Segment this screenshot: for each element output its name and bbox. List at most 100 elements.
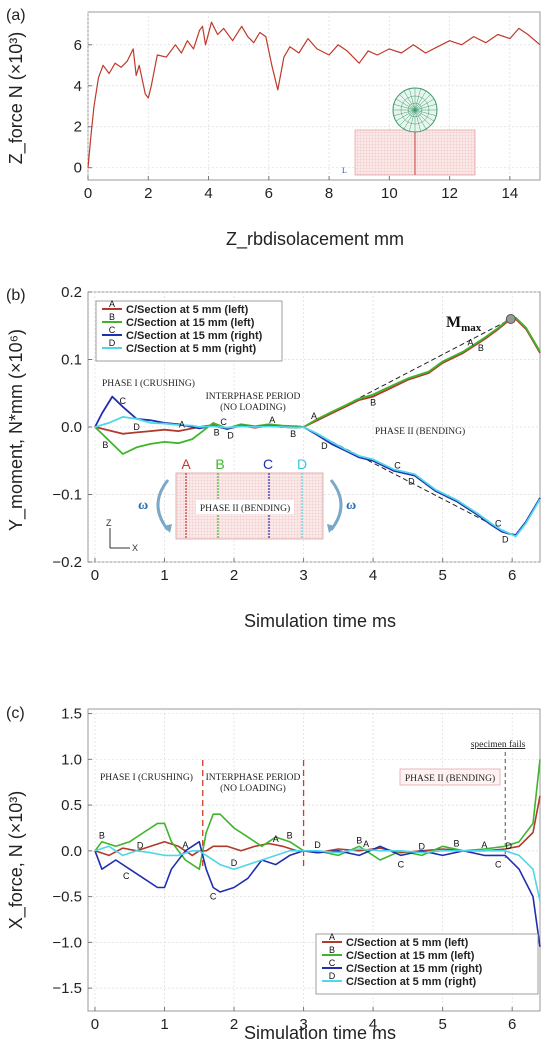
panel-b-phase2: PHASE II (BENDING) (375, 426, 465, 437)
series-marker-d: D (408, 476, 415, 486)
x-tick-label: 6 (508, 1016, 516, 1033)
panel-a-series (87, 21, 541, 168)
panel-b-legend: A C/Section at 5 mm (left) B C/Section at 1… (95, 299, 283, 362)
inset-phase-label: PHASE II (BENDING) (200, 503, 290, 514)
inset-letter-b: B (215, 456, 224, 472)
legend-label-a: C/Section at 5 mm (left) (346, 937, 469, 949)
legend-box (95, 300, 283, 362)
y-tick-label: −0.5 (52, 889, 82, 906)
panel-b: (b) 0 1 2 3 4 5 6 −0.2 −0.1 0.0 0.1 0.2 PHASE I (CR… (6, 284, 541, 631)
right-rotation-arrow-icon (329, 479, 343, 531)
series-marker-c: C (220, 417, 227, 427)
legend-label-c: C/Section at 15 mm (right) (346, 963, 483, 975)
x-tick-label: 6 (265, 185, 273, 202)
series-marker-b: B (290, 429, 296, 439)
series-marker-c: C (394, 461, 401, 471)
panel-a-inset-mesh: L (342, 87, 476, 176)
omega-left: ω (138, 498, 148, 513)
series-line-a (87, 21, 541, 168)
legend-letter-b: B (329, 945, 335, 955)
svg-text:L: L (342, 166, 347, 175)
series-marker-a: A (269, 415, 275, 425)
legend-letter-a: A (329, 932, 335, 942)
y-tick-label: −1.0 (52, 934, 82, 951)
series-marker-a: A (481, 840, 487, 850)
panel-c: (c) 0 1 2 3 4 5 6 −1.5 −1.0 −0.5 0.0 0.5 1.0 1.5 PHAS… (6, 705, 541, 1043)
y-tick-label: 0.2 (61, 284, 82, 301)
y-tick-label: 0.0 (61, 419, 82, 436)
x-tick-label: 3 (299, 567, 307, 584)
panel-c-frame (87, 708, 541, 1012)
panel-b-ylabel: Y_moment, N*mm (×10⁶) (6, 329, 27, 531)
panel-b-xlabel: Simulation time ms (244, 611, 396, 631)
series-line-c (94, 840, 541, 948)
legend-letter-d: D (329, 971, 336, 981)
upper-trend-line (303, 318, 512, 428)
panel-b-dashed-trends (303, 318, 513, 536)
legend-letter-c: C (109, 325, 116, 335)
x-tick-label: 14 (502, 185, 519, 202)
panel-b-mmax-label: Mmax (446, 314, 482, 334)
x-tick-label: 5 (438, 1016, 446, 1033)
panel-c-series (94, 759, 541, 948)
triad-z-label: Z (106, 518, 112, 528)
panel-b-phase1: PHASE I (CRUSHING) (102, 378, 195, 389)
series-marker-b: B (454, 838, 460, 848)
series-marker-a: A (467, 337, 473, 347)
series-marker-c: C (398, 859, 405, 869)
legend-letter-d: D (109, 338, 116, 348)
panel-b-series (94, 316, 541, 538)
series-marker-d: D (137, 840, 144, 850)
series-marker-c: C (123, 871, 130, 881)
panel-b-inset-beam: PHASE II (BENDING) A B C D ω ω Z X (106, 456, 356, 553)
y-tick-label: 6 (74, 37, 82, 54)
lower-trend-line (303, 426, 513, 536)
omega-right: ω (346, 498, 356, 513)
legend-letter-b: B (109, 312, 115, 322)
panel-c-interphase: INTERPHASE PERIOD (206, 773, 301, 783)
series-marker-b: B (214, 427, 220, 437)
y-tick-label: 0.0 (61, 843, 82, 860)
panel-c-xlabel: Simulation time ms (244, 1023, 396, 1043)
mmax-point (505, 314, 516, 324)
panel-b-noloading: (NO LOADING) (220, 402, 286, 413)
series-marker-b: B (478, 343, 484, 353)
x-tick-label: 0 (91, 1016, 99, 1033)
x-tick-label: 10 (381, 185, 398, 202)
panel-c-ticks: 0 1 2 3 4 5 6 −1.5 −1.0 −0.5 0.0 0.5 1.0 1.5 (52, 706, 516, 1033)
series-marker-a: A (363, 839, 369, 849)
series-marker-d: D (419, 842, 426, 852)
legend-label-d: C/Section at 5 mm (right) (126, 343, 257, 355)
x-tick-label: 4 (204, 185, 212, 202)
x-tick-label: 4 (369, 567, 377, 584)
x-tick-label: 4 (369, 1016, 377, 1033)
series-marker-a: A (179, 419, 185, 429)
x-tick-label: 0 (84, 185, 92, 202)
panel-b-interphase: INTERPHASE PERIOD (206, 392, 301, 402)
series-marker-a: A (182, 840, 188, 850)
y-tick-label: 4 (74, 78, 82, 95)
y-tick-label: 0.1 (61, 352, 82, 369)
panel-a-xlabel: Z_rbdisolacement mm (226, 229, 404, 250)
x-tick-label: 1 (160, 567, 168, 584)
series-marker-b: B (102, 440, 108, 450)
panel-a-ticks: 0 2 4 6 8 10 12 14 0 2 4 6 (74, 37, 519, 202)
panel-c-ylabel: X_force, N (×10³) (6, 791, 27, 930)
panel-b-ticks: 0 1 2 3 4 5 6 −0.2 −0.1 0.0 0.1 0.2 (52, 284, 516, 584)
series-marker-b: B (99, 831, 105, 841)
inset-letter-c: C (263, 456, 273, 472)
panel-c-phase2-box (399, 768, 501, 786)
panel-a-label: (a) (6, 7, 26, 24)
panel-a-ylabel: Z_force N (×10³) (6, 32, 27, 165)
panel-a: (a) L 0 2 4 6 8 10 12 14 0 2 4 6 Z_rbdisolacement m… (6, 7, 541, 250)
left-rotation-arrow-icon (156, 479, 170, 531)
series-marker-d: D (502, 535, 509, 545)
x-tick-label: 6 (508, 567, 516, 584)
series-marker-d: D (227, 430, 234, 440)
panel-c-phase1: PHASE I (CRUSHING) (100, 772, 193, 783)
inset-letter-d: D (297, 456, 307, 472)
legend-label-a: C/Section at 5 mm (left) (126, 304, 249, 316)
